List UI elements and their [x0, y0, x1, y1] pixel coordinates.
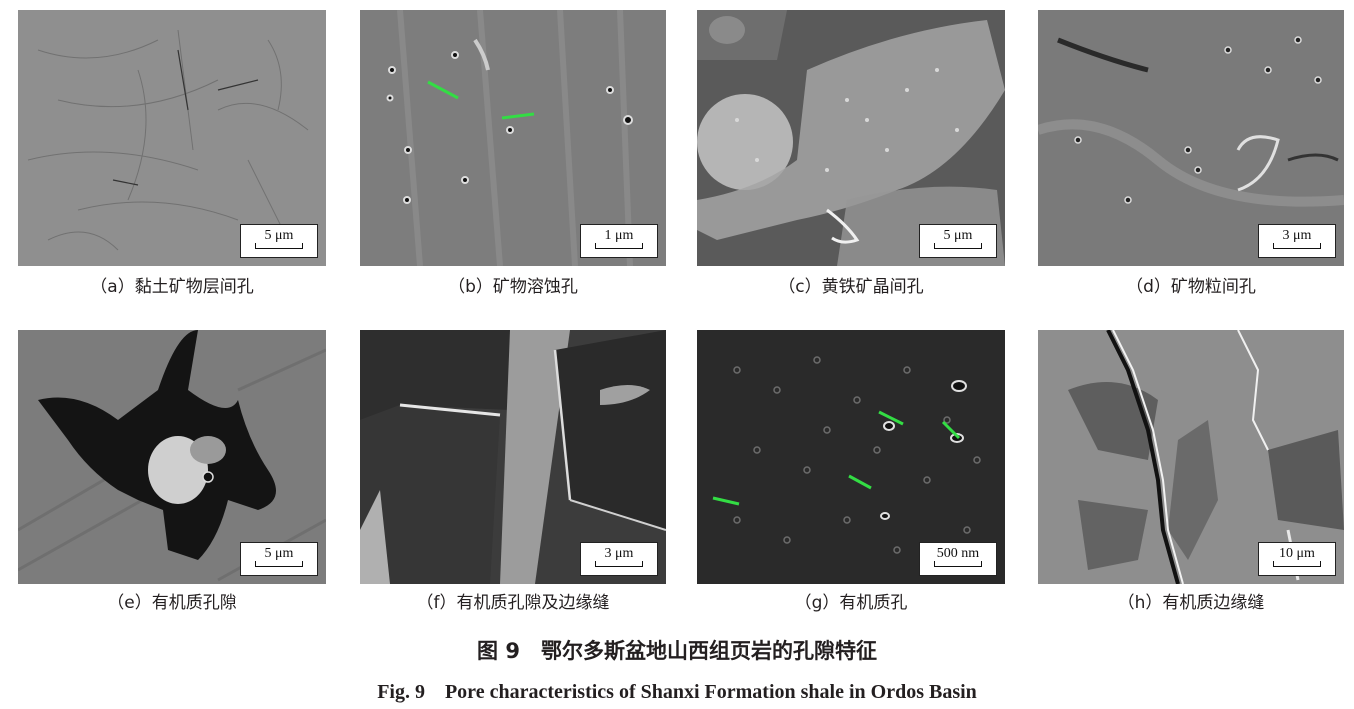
sem-image-g: 500 nm	[697, 330, 1005, 584]
caption-h: （h）有机质边缘缝	[1117, 593, 1265, 613]
scale-label-d: 3 μm	[1282, 228, 1312, 243]
scale-label-a: 5 μm	[264, 228, 294, 243]
scale-bar-e: 5 μm	[240, 542, 318, 576]
sem-image-f: 3 μm	[360, 330, 666, 584]
caption-g: （g）有机质孔	[794, 593, 908, 613]
scale-label-f: 3 μm	[604, 546, 634, 561]
figure-title-english: Fig. 9 Pore characteristics of Shanxi Fo…	[377, 681, 977, 703]
organic-nanopore-graphic	[697, 330, 1005, 584]
caption-f: （f）有机质孔隙及边缘缝	[416, 593, 610, 613]
caption-a: （a）黏土矿物层间孔	[90, 277, 254, 297]
figure-title-chinese: 图 9 鄂尔多斯盆地山西组页岩的孔隙特征	[477, 639, 877, 663]
sem-image-a: 5 μm	[18, 10, 326, 266]
sem-image-b: 1 μm	[360, 10, 666, 266]
scale-line-d	[1273, 243, 1321, 249]
sem-image-e: 5 μm	[18, 330, 326, 584]
organic-edge-crack-graphic	[1038, 330, 1344, 584]
caption-b: （b）矿物溶蚀孔	[448, 277, 578, 297]
scale-label-g: 500 nm	[936, 546, 980, 561]
scale-line-h	[1273, 561, 1321, 567]
clay-texture-graphic	[18, 10, 326, 266]
caption-d: （d）矿物粒间孔	[1126, 277, 1256, 297]
scale-bar-h: 10 μm	[1258, 542, 1336, 576]
caption-c: （c）黄铁矿晶间孔	[778, 277, 924, 297]
scale-bar-a: 5 μm	[240, 224, 318, 258]
caption-e: （e）有机质孔隙	[107, 593, 237, 613]
scale-bar-d: 3 μm	[1258, 224, 1336, 258]
scale-label-e: 5 μm	[264, 546, 294, 561]
dissolution-pore-graphic	[360, 10, 666, 266]
organic-edge-fracture-graphic	[360, 330, 666, 584]
scale-line-e	[255, 561, 303, 567]
scale-label-h: 10 μm	[1279, 546, 1315, 561]
sem-image-c: 5 μm	[697, 10, 1005, 266]
sem-image-d: 3 μm	[1038, 10, 1344, 266]
sem-image-h: 10 μm	[1038, 330, 1344, 584]
scale-bar-f: 3 μm	[580, 542, 658, 576]
pyrite-framboid-graphic	[697, 10, 1005, 266]
scale-bar-c: 5 μm	[919, 224, 997, 258]
scale-line-f	[595, 561, 643, 567]
scale-line-c	[934, 243, 982, 249]
scale-label-b: 1 μm	[604, 228, 634, 243]
scale-line-a	[255, 243, 303, 249]
scale-label-c: 5 μm	[943, 228, 973, 243]
scale-bar-g: 500 nm	[919, 542, 997, 576]
scale-line-g	[934, 561, 982, 567]
scale-line-b	[595, 243, 643, 249]
scale-bar-b: 1 μm	[580, 224, 658, 258]
intergranular-pore-graphic	[1038, 10, 1344, 266]
organic-pore-graphic	[18, 330, 326, 584]
